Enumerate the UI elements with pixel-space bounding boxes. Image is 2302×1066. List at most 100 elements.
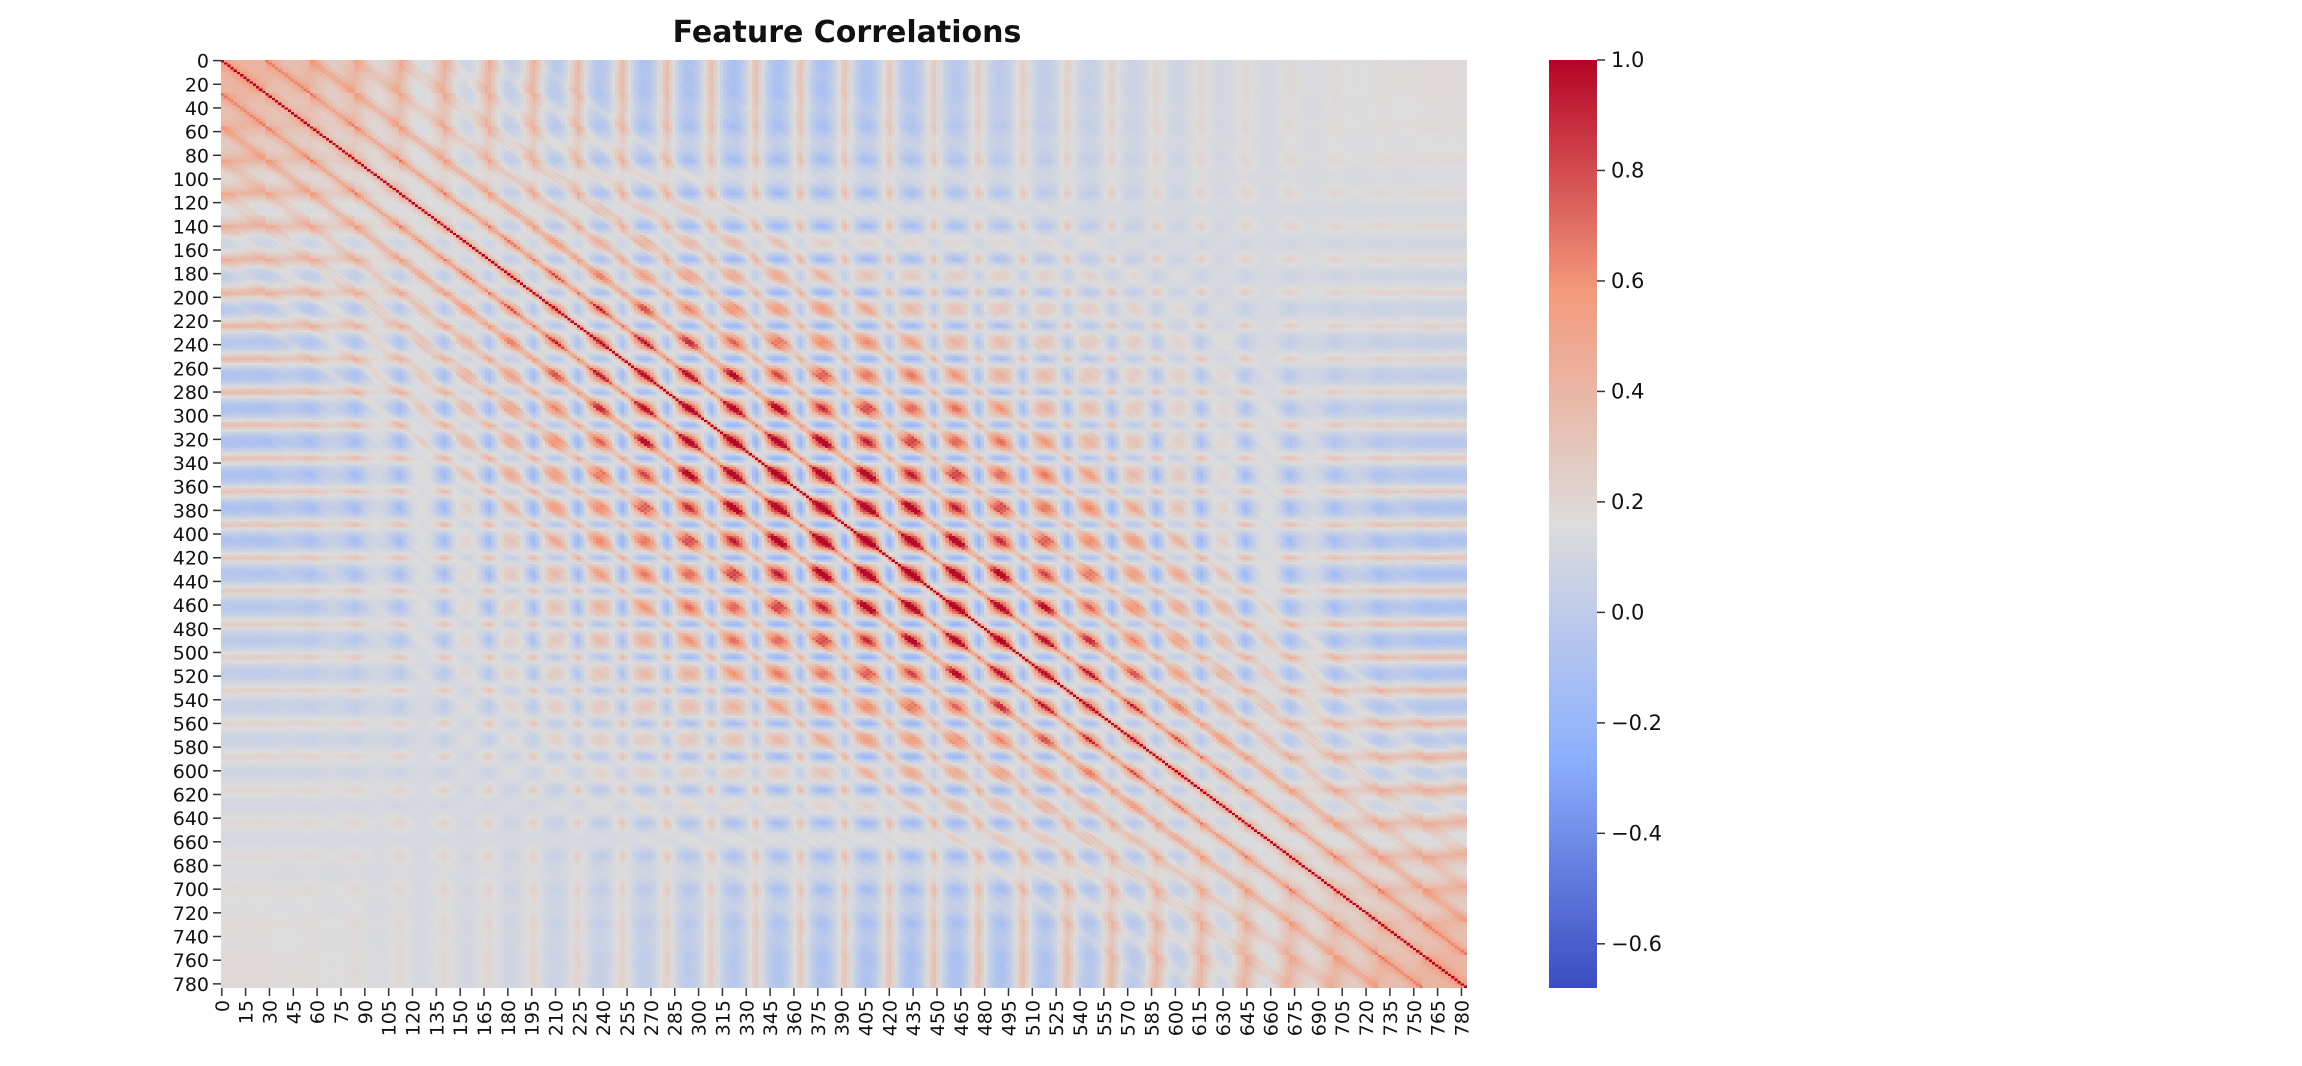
colorbar-tick-label: 0.0 [1611, 600, 1644, 624]
x-tick-label: 735 [1380, 1000, 1402, 1036]
x-tick-label: 600 [1165, 1000, 1187, 1036]
x-tick-label: 270 [641, 1000, 663, 1036]
y-tick-label: 340 [173, 453, 209, 475]
colorbar-tick-label: 0.4 [1611, 379, 1644, 403]
y-tick-label: 180 [173, 264, 209, 286]
x-axis: 0 15 30 45 60 75 90 105 120 135 150 165 180 195 210 225… [212, 988, 1473, 1036]
y-tick-label: 120 [173, 193, 209, 215]
colorbar-tick-label: 0.2 [1611, 490, 1644, 514]
y-tick-label: 760 [173, 950, 209, 972]
y-tick-label: 220 [173, 311, 209, 333]
x-tick-label: 345 [760, 1000, 782, 1036]
colorbar-gradient [1549, 60, 1597, 988]
x-tick-label: 450 [927, 1000, 949, 1036]
y-tick-label: 680 [173, 855, 209, 877]
colorbar-tick-label: −0.6 [1611, 932, 1662, 956]
y-tick-label: 480 [173, 619, 209, 641]
y-tick-label: 700 [173, 879, 209, 901]
y-tick-label: 580 [173, 737, 209, 759]
x-tick-label: 615 [1189, 1000, 1211, 1036]
y-tick-label: 300 [173, 406, 209, 428]
chart-title: Feature Correlations [673, 15, 1022, 50]
colorbar: 1.0 0.8 0.6 0.4 0.2 0.0 −0.2 −0.4 −0.6 [1549, 48, 1662, 988]
x-tick-label: 255 [617, 1000, 639, 1036]
x-tick-label: 465 [951, 1000, 973, 1036]
x-tick-label: 750 [1404, 1000, 1426, 1036]
x-tick-label: 60 [307, 1000, 329, 1024]
x-tick-label: 75 [331, 1000, 353, 1024]
x-tick-label: 495 [998, 1000, 1020, 1036]
y-tick-label: 560 [173, 713, 209, 735]
x-tick-label: 300 [689, 1000, 711, 1036]
x-tick-label: 780 [1451, 1000, 1473, 1036]
x-tick-label: 120 [403, 1000, 425, 1036]
colorbar-tick-label: −0.4 [1611, 821, 1662, 845]
x-tick-label: 405 [855, 1000, 877, 1036]
x-tick-label: 525 [1046, 1000, 1068, 1036]
y-tick-label: 640 [173, 808, 209, 830]
colorbar-tick-label: 0.6 [1611, 269, 1644, 293]
y-tick-label: 20 [185, 74, 209, 96]
y-tick-label: 160 [173, 240, 209, 262]
x-tick-label: 285 [665, 1000, 687, 1036]
plot-area [221, 60, 1467, 988]
x-tick-label: 585 [1142, 1000, 1164, 1036]
y-tick-label: 620 [173, 784, 209, 806]
y-tick-label: 360 [173, 477, 209, 499]
y-tick-label: 260 [173, 358, 209, 380]
x-tick-label: 45 [283, 1000, 305, 1024]
y-tick-label: 540 [173, 690, 209, 712]
x-tick-label: 315 [712, 1000, 734, 1036]
x-tick-label: 210 [546, 1000, 568, 1036]
x-tick-label: 660 [1261, 1000, 1283, 1036]
y-tick-label: 440 [173, 571, 209, 593]
x-tick-label: 540 [1070, 1000, 1092, 1036]
x-tick-label: 30 [259, 1000, 281, 1024]
y-tick-label: 720 [173, 903, 209, 925]
y-tick-label: 780 [173, 974, 209, 996]
y-tick-label: 460 [173, 595, 209, 617]
heatmap-cells [221, 60, 1467, 988]
y-tick-label: 740 [173, 927, 209, 949]
y-tick-label: 320 [173, 429, 209, 451]
x-tick-label: 630 [1213, 1000, 1235, 1036]
y-tick-label: 420 [173, 548, 209, 570]
x-tick-label: 225 [569, 1000, 591, 1036]
colorbar-tick-label: 1.0 [1611, 48, 1644, 72]
y-tick-label: 40 [185, 98, 209, 120]
x-tick-label: 690 [1308, 1000, 1330, 1036]
colorbar-tick-label: −0.2 [1611, 711, 1662, 735]
x-tick-label: 90 [355, 1000, 377, 1024]
y-axis: 0204060801001201401601802002202402602803… [173, 51, 221, 996]
x-tick-label: 420 [879, 1000, 901, 1036]
y-tick-label: 380 [173, 500, 209, 522]
x-tick-label: 705 [1332, 1000, 1354, 1036]
y-tick-label: 660 [173, 832, 209, 854]
y-tick-label: 240 [173, 335, 209, 357]
y-tick-label: 520 [173, 666, 209, 688]
y-tick-label: 140 [173, 216, 209, 238]
x-tick-label: 375 [808, 1000, 830, 1036]
y-tick-label: 100 [173, 169, 209, 191]
x-tick-label: 645 [1237, 1000, 1259, 1036]
x-tick-label: 135 [426, 1000, 448, 1036]
y-tick-label: 400 [173, 524, 209, 546]
y-tick-label: 0 [197, 51, 209, 73]
x-tick-label: 150 [450, 1000, 472, 1036]
x-tick-label: 720 [1356, 1000, 1378, 1036]
x-tick-label: 555 [1094, 1000, 1116, 1036]
x-tick-label: 330 [736, 1000, 758, 1036]
x-tick-label: 165 [474, 1000, 496, 1036]
x-tick-label: 510 [1022, 1000, 1044, 1036]
x-tick-label: 765 [1428, 1000, 1450, 1036]
x-tick-label: 180 [498, 1000, 520, 1036]
x-tick-label: 15 [236, 1000, 258, 1024]
y-tick-label: 200 [173, 287, 209, 309]
x-tick-label: 360 [784, 1000, 806, 1036]
y-tick-label: 60 [185, 122, 209, 144]
y-tick-label: 80 [185, 145, 209, 167]
x-tick-label: 105 [379, 1000, 401, 1036]
y-tick-label: 280 [173, 382, 209, 404]
